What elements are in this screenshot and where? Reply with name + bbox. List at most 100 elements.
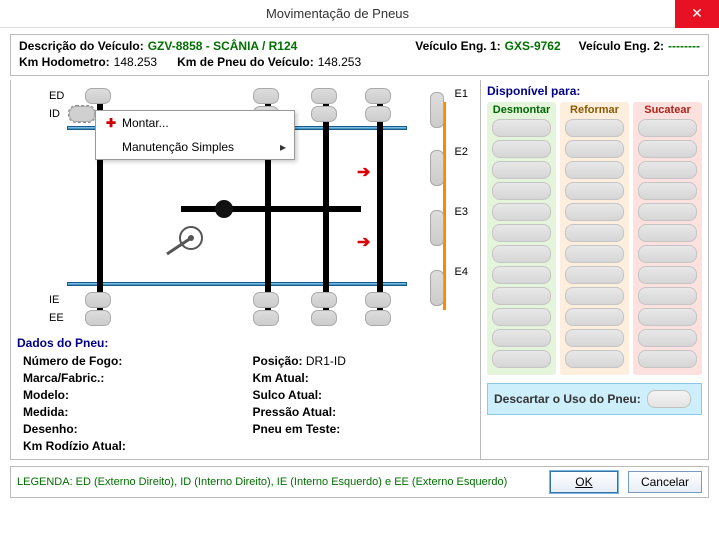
slot[interactable] bbox=[565, 287, 624, 305]
hodo-value: 148.253 bbox=[114, 55, 157, 69]
discard-slot[interactable] bbox=[647, 390, 691, 408]
slot[interactable] bbox=[638, 140, 697, 158]
tire-slot[interactable] bbox=[365, 292, 391, 308]
slot[interactable] bbox=[492, 329, 551, 347]
tire-slot[interactable] bbox=[311, 310, 337, 326]
slot[interactable] bbox=[565, 350, 624, 368]
axle-col-4 bbox=[377, 96, 383, 318]
tire-slot[interactable] bbox=[365, 106, 391, 122]
slot[interactable] bbox=[492, 203, 551, 221]
slot[interactable] bbox=[638, 350, 697, 368]
desc-value: GZV-8858 - SCÂNIA / R124 bbox=[148, 39, 298, 53]
arrow-icon: ➔ bbox=[357, 162, 370, 182]
desc-label: Descrição do Veículo: bbox=[19, 39, 144, 53]
col-header: Desmontar bbox=[489, 104, 554, 116]
tire-slot[interactable] bbox=[311, 88, 337, 104]
slot[interactable] bbox=[638, 287, 697, 305]
field-label: Pneu em Teste: bbox=[253, 422, 341, 436]
plus-icon: ✚ bbox=[100, 116, 122, 130]
slot[interactable] bbox=[565, 329, 624, 347]
slot[interactable] bbox=[565, 224, 624, 242]
slot[interactable] bbox=[638, 308, 697, 326]
slot[interactable] bbox=[492, 182, 551, 200]
slot[interactable] bbox=[492, 224, 551, 242]
context-menu: ✚ Montar... Manutenção Simples ▸ bbox=[95, 110, 295, 160]
slot[interactable] bbox=[638, 329, 697, 347]
tire-slot[interactable] bbox=[85, 88, 111, 104]
eng1-value: GXS-9762 bbox=[505, 39, 561, 53]
field-label: Sulco Atual: bbox=[253, 388, 323, 402]
field-label: Marca/Fabric.: bbox=[23, 371, 104, 385]
spare-tire-slot[interactable] bbox=[430, 270, 444, 306]
col-header: Reformar bbox=[562, 104, 627, 116]
field-label: Medida: bbox=[23, 405, 68, 419]
kmpneu-value: 148.253 bbox=[318, 55, 361, 69]
tire-slot[interactable] bbox=[253, 310, 279, 326]
discard-label: Descartar o Uso do Pneu: bbox=[494, 392, 641, 406]
slot[interactable] bbox=[638, 161, 697, 179]
slot[interactable] bbox=[492, 350, 551, 368]
field-label: Modelo: bbox=[23, 388, 69, 402]
kmpneu-label: Km de Pneu do Veículo: bbox=[177, 55, 314, 69]
slot[interactable] bbox=[565, 161, 624, 179]
ok-button[interactable]: OK bbox=[550, 471, 618, 493]
submenu-arrow-icon: ▸ bbox=[280, 140, 286, 154]
slot[interactable] bbox=[565, 308, 624, 326]
axle-label-IE: IE bbox=[49, 294, 59, 306]
field-value: DR1-ID bbox=[306, 354, 346, 368]
axle-label-E1: E1 bbox=[455, 88, 468, 100]
spare-tire-slot[interactable] bbox=[430, 150, 444, 186]
slot[interactable] bbox=[492, 308, 551, 326]
slot[interactable] bbox=[565, 245, 624, 263]
slot[interactable] bbox=[492, 245, 551, 263]
slot[interactable] bbox=[565, 203, 624, 221]
slot[interactable] bbox=[565, 266, 624, 284]
cancel-button[interactable]: Cancelar bbox=[628, 471, 702, 493]
menu-item-mount[interactable]: ✚ Montar... bbox=[96, 111, 294, 135]
axle-label-E2: E2 bbox=[455, 146, 468, 158]
tire-data-grid: Número de Fogo: Posição: DR1-ID Marca/Fa… bbox=[17, 354, 474, 453]
slot[interactable] bbox=[492, 161, 551, 179]
tire-slot[interactable] bbox=[253, 292, 279, 308]
tire-slot[interactable] bbox=[85, 292, 111, 308]
button-label: OK bbox=[575, 475, 592, 489]
tire-slot[interactable] bbox=[311, 106, 337, 122]
slot[interactable] bbox=[492, 287, 551, 305]
tire-slot[interactable] bbox=[85, 310, 111, 326]
slot[interactable] bbox=[492, 266, 551, 284]
eng2-label: Veículo Eng. 2: bbox=[579, 39, 664, 53]
slot[interactable] bbox=[638, 119, 697, 137]
tire-slot[interactable] bbox=[253, 88, 279, 104]
eng1-label: Veículo Eng. 1: bbox=[415, 39, 500, 53]
tire-slot-selected[interactable] bbox=[69, 106, 95, 122]
slot[interactable] bbox=[638, 245, 697, 263]
slot[interactable] bbox=[565, 119, 624, 137]
arrow-icon: ➔ bbox=[357, 232, 370, 252]
field-label: Km Rodízio Atual: bbox=[23, 439, 126, 453]
vehicle-header: Descrição do Veículo: GZV-8858 - SCÂNIA … bbox=[10, 34, 709, 76]
axle-diagram: ED ID IE EE E1 E2 E3 E4 bbox=[17, 84, 474, 330]
slot[interactable] bbox=[492, 119, 551, 137]
slot[interactable] bbox=[638, 203, 697, 221]
slot[interactable] bbox=[565, 182, 624, 200]
eng2-value: -------- bbox=[668, 39, 700, 53]
spare-tire-slot[interactable] bbox=[430, 210, 444, 246]
close-button[interactable]: ✕ bbox=[675, 0, 719, 28]
slot[interactable] bbox=[565, 140, 624, 158]
tire-slot[interactable] bbox=[311, 292, 337, 308]
slot[interactable] bbox=[492, 140, 551, 158]
available-title: Disponível para: bbox=[487, 84, 702, 98]
col-header: Sucatear bbox=[635, 104, 700, 116]
field-label: Desenho: bbox=[23, 422, 78, 436]
slot[interactable] bbox=[638, 224, 697, 242]
tire-slot[interactable] bbox=[365, 310, 391, 326]
field-label: Km Atual: bbox=[253, 371, 309, 385]
slot[interactable] bbox=[638, 182, 697, 200]
spare-tire-slot[interactable] bbox=[430, 92, 444, 128]
col-desmontar: Desmontar bbox=[487, 102, 556, 375]
window-title: Movimentação de Pneus bbox=[0, 6, 675, 21]
slot[interactable] bbox=[638, 266, 697, 284]
menu-item-simple-maintenance[interactable]: Manutenção Simples ▸ bbox=[96, 135, 294, 159]
axle-label-E3: E3 bbox=[455, 206, 468, 218]
tire-slot[interactable] bbox=[365, 88, 391, 104]
